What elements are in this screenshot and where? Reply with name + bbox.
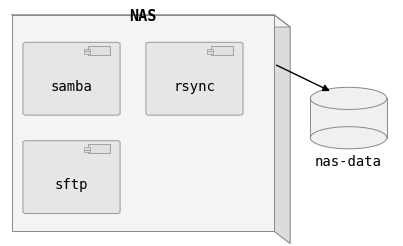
FancyBboxPatch shape xyxy=(12,15,274,231)
Text: nas-data: nas-data xyxy=(315,155,382,169)
Text: sftp: sftp xyxy=(55,178,88,192)
Text: rsync: rsync xyxy=(174,80,215,94)
FancyBboxPatch shape xyxy=(146,42,243,115)
FancyBboxPatch shape xyxy=(88,46,110,55)
Ellipse shape xyxy=(310,127,387,149)
FancyBboxPatch shape xyxy=(84,51,90,54)
FancyBboxPatch shape xyxy=(84,49,90,51)
FancyBboxPatch shape xyxy=(23,141,120,214)
Polygon shape xyxy=(274,15,290,244)
FancyBboxPatch shape xyxy=(207,51,213,54)
Ellipse shape xyxy=(310,87,387,109)
FancyBboxPatch shape xyxy=(211,46,233,55)
Text: samba: samba xyxy=(51,80,92,94)
Polygon shape xyxy=(12,15,290,27)
FancyBboxPatch shape xyxy=(84,150,90,152)
FancyBboxPatch shape xyxy=(88,144,110,153)
FancyBboxPatch shape xyxy=(207,49,213,51)
FancyBboxPatch shape xyxy=(23,42,120,115)
FancyBboxPatch shape xyxy=(84,147,90,150)
Polygon shape xyxy=(310,98,387,138)
Text: NAS: NAS xyxy=(129,9,157,24)
